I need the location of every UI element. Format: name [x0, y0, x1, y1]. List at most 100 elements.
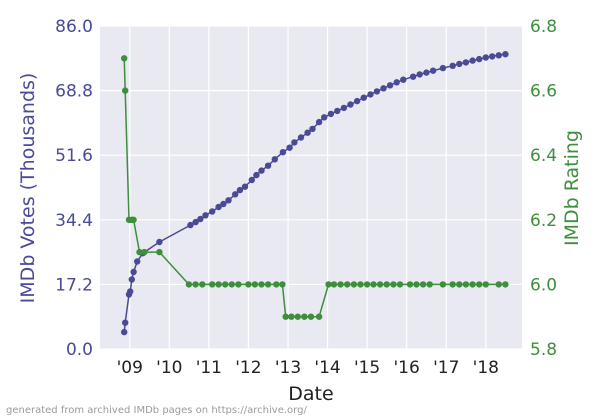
votes-point [482, 54, 489, 61]
rating-point [482, 281, 489, 288]
votes-point [225, 197, 232, 204]
votes-point [286, 144, 293, 151]
votes-point [291, 139, 298, 146]
votes-point [264, 162, 272, 169]
rating-point [301, 313, 308, 320]
votes-point [271, 156, 278, 163]
rating-point [228, 281, 235, 288]
rating-point [294, 313, 301, 320]
rating-point [122, 87, 129, 94]
left-tick-label: 51.6 [55, 146, 93, 166]
rating-point [251, 281, 259, 288]
votes-point [423, 69, 430, 76]
rating-point [209, 281, 216, 288]
votes-point [248, 176, 255, 184]
x-tick-label: '15 [354, 358, 380, 378]
votes-point [393, 79, 400, 86]
right-tick-label: 6.0 [530, 275, 557, 295]
right-tick-label: 5.8 [530, 340, 557, 360]
left-tick-label: 68.8 [55, 82, 93, 102]
votes-point [215, 203, 222, 211]
rating-point [449, 281, 456, 288]
votes-point [469, 57, 476, 64]
rating-point [456, 281, 463, 288]
rating-point [406, 281, 414, 288]
right-tick-label: 6.6 [530, 82, 557, 102]
votes-point [321, 114, 328, 121]
votes-point [130, 268, 137, 276]
rating-point [315, 313, 323, 320]
votes-point [400, 76, 407, 83]
votes-point [456, 60, 463, 68]
right-axis-title: IMDb Rating [561, 130, 583, 246]
rating-point [330, 281, 338, 288]
votes-point [439, 64, 447, 72]
rating-point [215, 281, 222, 288]
votes-point [128, 276, 135, 283]
rating-point [439, 281, 447, 288]
rating-point [235, 281, 242, 288]
votes-point [327, 110, 335, 118]
votes-point [121, 328, 128, 336]
x-tick-label: '09 [117, 358, 143, 378]
rating-point [325, 281, 332, 288]
votes-point [209, 208, 216, 215]
grid-lines [100, 25, 522, 350]
rating-point [337, 281, 344, 288]
left-tick-label: 0.0 [66, 340, 93, 360]
right-axis-ticks: 5.8 6.0 6.2 6.4 6.6 6.8 [530, 17, 557, 360]
votes-point [304, 129, 311, 136]
rating-point [426, 281, 433, 288]
votes-point [353, 97, 361, 105]
rating-point [273, 281, 280, 288]
rating-point [376, 281, 384, 288]
x-tick-label: '12 [235, 358, 261, 378]
rating-point [136, 248, 143, 256]
right-tick-label: 6.8 [530, 17, 557, 37]
votes-point [202, 212, 209, 219]
votes-point [373, 88, 381, 95]
rating-point [370, 281, 377, 288]
x-tick-label: '10 [156, 358, 182, 378]
rating-point [156, 248, 163, 256]
votes-point [409, 73, 417, 80]
x-tick-label: '16 [393, 358, 419, 378]
rating-point [357, 281, 364, 288]
votes-point [134, 258, 141, 265]
rating-point [258, 281, 265, 288]
votes-point [367, 91, 374, 98]
rating-point [502, 281, 509, 288]
votes-point [340, 104, 348, 112]
right-tick-label: 6.4 [530, 146, 557, 166]
x-tick-label: '11 [196, 358, 222, 378]
votes-point [502, 51, 509, 58]
rating-point [288, 313, 295, 320]
rating-point [121, 55, 128, 62]
rating-point [307, 313, 315, 320]
votes-point [429, 67, 437, 74]
votes-point [122, 319, 129, 326]
votes-point [297, 134, 305, 141]
left-axis-ticks: 0.0 17.2 34.4 51.6 68.8 86.0 [55, 17, 93, 360]
votes-point [156, 238, 163, 246]
votes-point [220, 200, 227, 208]
rating-point [185, 281, 193, 288]
x-tick-label: '13 [275, 358, 301, 378]
rating-point [390, 281, 397, 288]
votes-point [462, 59, 470, 66]
left-tick-label: 34.4 [55, 211, 93, 231]
votes-point [347, 101, 354, 108]
rating-point [396, 281, 404, 288]
rating-point [495, 281, 502, 288]
rating-point [413, 281, 420, 288]
right-tick-label: 6.2 [530, 211, 557, 231]
rating-point [282, 313, 289, 320]
votes-point [253, 171, 260, 179]
rating-point [344, 281, 351, 288]
votes-point [192, 218, 199, 226]
rating-point [222, 281, 229, 288]
votes-point [476, 55, 483, 63]
votes-point [416, 71, 423, 78]
left-tick-label: 86.0 [55, 17, 93, 37]
